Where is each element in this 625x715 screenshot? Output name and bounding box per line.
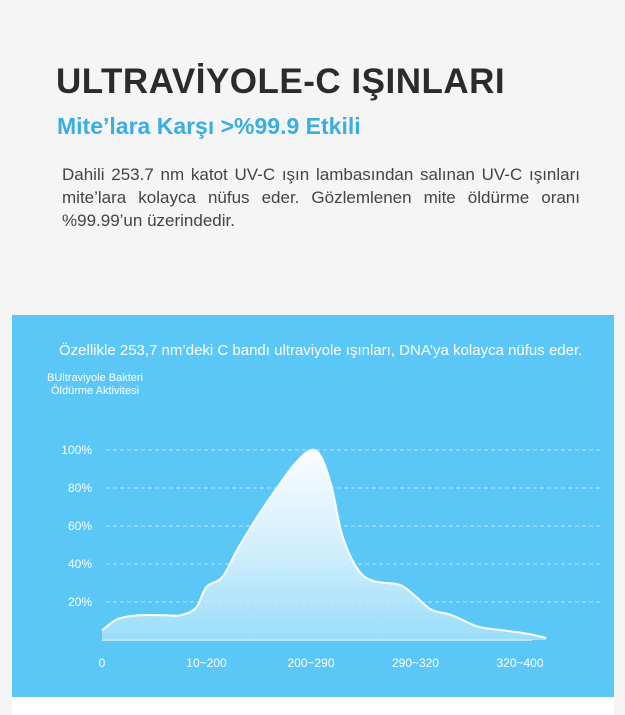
chart-panel: Özellikle 253,7 nm’deki C bandı ultraviy… (12, 315, 614, 697)
x-tick-label: 10~200 (186, 656, 227, 670)
page-subtitle: Mite’lara Karşı >%99.9 Etkili (57, 113, 361, 139)
activity-area (102, 449, 547, 640)
y-tick-label: 80% (68, 481, 92, 495)
y-tick-label: 40% (68, 557, 92, 571)
y-tick-label: 20% (68, 595, 92, 609)
y-axis-label-line-1: BUltraviyole Bakteri (47, 372, 143, 384)
description-text: Dahili 253.7 nm katot UV-C ışın lambasın… (62, 165, 580, 230)
y-axis-label-line-2: Öldürme Aktivitesi (51, 385, 140, 397)
x-tick-label: 200~290 (287, 656, 334, 670)
x-tick-label: 0 (99, 656, 106, 670)
x-tick-label: 290~320 (392, 656, 439, 670)
y-tick-label: 60% (68, 519, 92, 533)
uv-activity-chart: 20% 40% 60% 80% 100% 0 10~200 200~290 290~320 320… (61, 443, 602, 670)
activity-line (101, 448, 547, 640)
bottom-strip (12, 697, 614, 715)
y-tick-label: 100% (61, 443, 92, 457)
x-tick-label: 320~400 (496, 656, 543, 670)
page-title: ULTRAVİYOLE-C IŞINLARI (56, 62, 506, 101)
y-axis-label: BUltraviyole Bakteri Öldürme Aktivitesi (47, 372, 167, 398)
chart-caption: Özellikle 253,7 nm’deki C bandı ultraviy… (59, 342, 583, 359)
